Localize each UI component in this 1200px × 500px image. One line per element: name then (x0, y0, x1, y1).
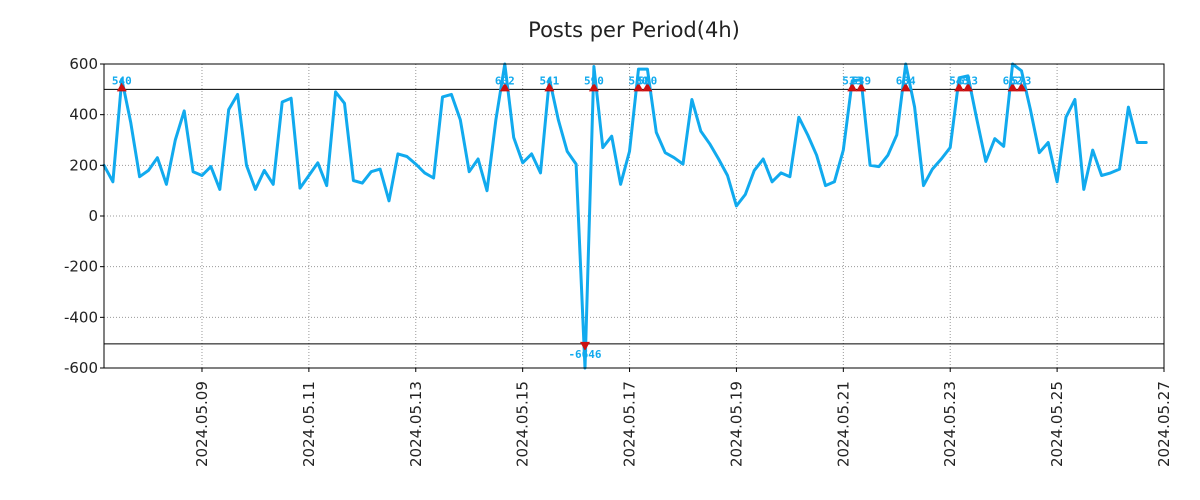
series-layer (102, 62, 1148, 370)
peak-marker-up (588, 82, 599, 92)
x-tick-label: 2024.05.19 (727, 381, 745, 467)
peak-marker-up (633, 82, 644, 92)
y-tick-label: -200 (64, 258, 98, 276)
peak-label: 580 (629, 74, 649, 87)
peak-markers (116, 82, 1027, 351)
peak-label: 652 (1003, 74, 1023, 87)
peak-label: 684 (896, 74, 916, 87)
peak-label: 540 (112, 74, 132, 87)
peak-marker-up (1016, 82, 1027, 92)
peak-marker-up (847, 82, 858, 92)
peak-label: -6646 (568, 348, 601, 361)
peak-marker-down (580, 341, 591, 351)
peak-label: 602 (495, 74, 515, 87)
peak-marker-up (963, 82, 974, 92)
y-tick-label: 600 (69, 55, 98, 73)
x-tick-label: 2024.05.25 (1048, 381, 1066, 467)
peak-marker-up (499, 82, 510, 92)
peak-label: 573 (1012, 74, 1032, 87)
peak-marker-up (954, 82, 965, 92)
x-tick-label: 2024.05.21 (834, 381, 852, 467)
chart-title: Posts per Period(4h) (528, 18, 740, 42)
y-tick-label: -600 (64, 359, 98, 377)
x-tick-label: 2024.05.27 (1155, 381, 1173, 467)
y-tick-label: 200 (69, 156, 98, 174)
y-tick-label: 0 (88, 207, 98, 225)
peak-marker-up (856, 82, 867, 92)
x-tick-label: 2024.05.23 (941, 381, 959, 467)
y-axis: 600 400 200 0 -200 -400 -600 (64, 55, 104, 377)
peak-label: 553 (958, 74, 978, 87)
x-tick-label: 2024.05.13 (407, 381, 425, 467)
x-tick-label: 2024.05.15 (514, 381, 532, 467)
x-tick-label: 2024.05.17 (621, 381, 639, 467)
peak-label: 545 (949, 74, 969, 87)
peak-label: 590 (584, 74, 604, 87)
peak-label: 533 (842, 74, 862, 87)
peak-marker-up (116, 82, 127, 92)
x-axis: 2024.05.09 2024.05.11 2024.05.13 2024.05.15… (193, 368, 1173, 467)
x-tick-label: 2024.05.09 (193, 381, 211, 467)
threshold-lines (104, 88, 1164, 345)
y-tick-label: -400 (64, 308, 98, 326)
peak-label: 541 (539, 74, 559, 87)
x-tick-label: 2024.05.11 (300, 381, 318, 467)
series-line-posts (102, 62, 1148, 370)
peak-label: 580 (637, 74, 657, 87)
peak-marker-up (1007, 82, 1018, 92)
peak-marker-up (900, 82, 911, 92)
peak-marker-up (544, 82, 555, 92)
peak-label: 539 (851, 74, 871, 87)
y-tick-label: 400 (69, 106, 98, 124)
peak-marker-up (642, 82, 653, 92)
